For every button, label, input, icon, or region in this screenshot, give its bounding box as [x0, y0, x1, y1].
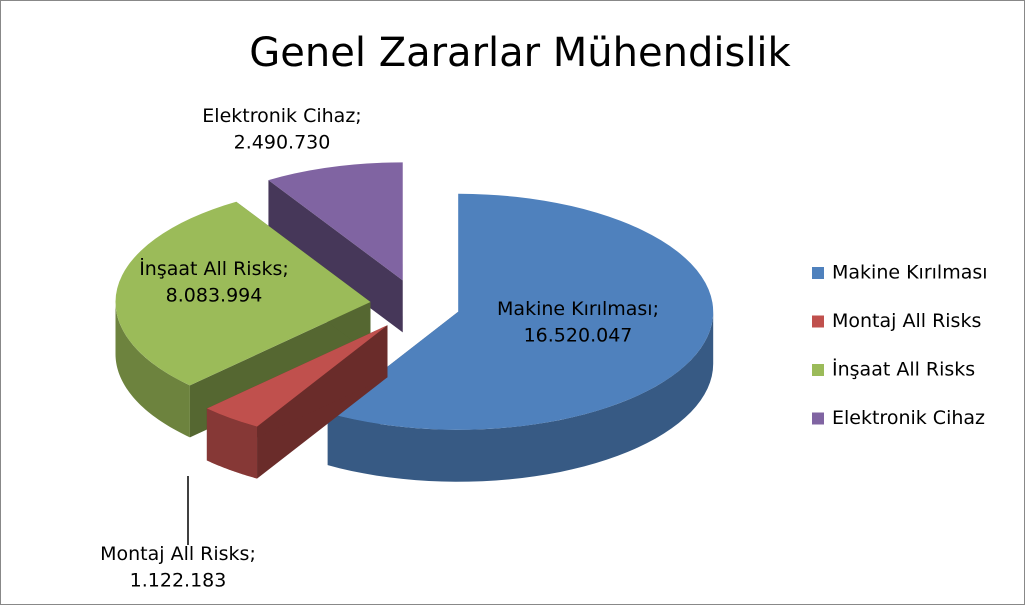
slice-top: [268, 162, 403, 281]
slice-wall: [327, 311, 714, 482]
data-label: Montaj All Risks;: [100, 543, 256, 565]
slice-top: [206, 325, 388, 427]
data-label: Makine Kırılması;: [497, 298, 659, 320]
data-label-separator: ;: [249, 543, 255, 565]
chart-title: Genel Zararlar Mühendislik: [249, 30, 791, 76]
slice-top: [327, 193, 714, 430]
data-label-value: 1.122.183: [130, 570, 227, 592]
legend-swatch: [812, 267, 824, 279]
legend-swatch: [812, 315, 824, 328]
slice-side: [268, 180, 403, 333]
legend-label: Montaj All Risks: [832, 310, 981, 332]
data-label: Elektronik Cihaz;: [202, 105, 361, 127]
data-label-name: İnşaat All Risks: [139, 257, 282, 280]
slice: [327, 193, 714, 482]
data-label-separator: ;: [355, 105, 361, 127]
data-label-separator: ;: [282, 258, 288, 280]
legend-label: Elektronik Cihaz: [832, 407, 985, 429]
data-label-separator: ;: [653, 298, 659, 320]
data-label: İnşaat All Risks;: [139, 257, 289, 280]
data-label-value: 8.083.994: [166, 285, 263, 307]
legend-swatch: [812, 412, 824, 425]
legend-swatch: [812, 364, 824, 376]
data-label-value: 2.490.730: [234, 132, 331, 154]
slice-wall: [206, 408, 258, 479]
slice-wall: [115, 302, 190, 438]
legend-label: İnşaat All Risks: [832, 358, 975, 381]
slice-top: [115, 201, 371, 386]
legend-label: Makine Kırılması: [832, 262, 988, 284]
data-label-name: Makine Kırılması: [497, 298, 653, 320]
slice: [206, 325, 388, 479]
slice: [268, 162, 403, 333]
data-label-value: 16.520.047: [524, 325, 633, 347]
slice: [115, 201, 371, 438]
data-label-name: Montaj All Risks: [100, 543, 249, 565]
data-label-name: Elektronik Cihaz: [202, 105, 355, 127]
